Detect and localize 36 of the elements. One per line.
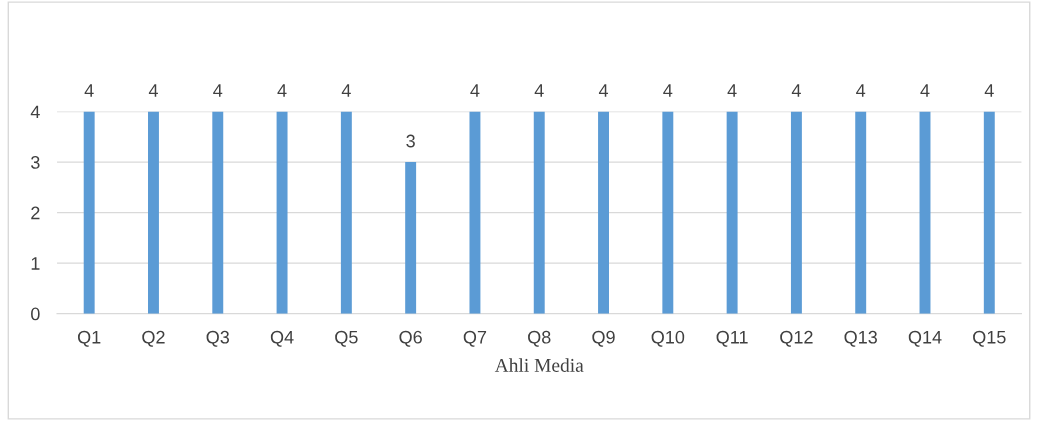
x-tick-label: Q3 [206,330,230,347]
data-label: 4 [663,84,673,97]
data-label: 4 [984,84,994,97]
y-tick-label: 4 [30,105,40,119]
data-label: 4 [341,84,351,97]
data-label: 4 [856,84,866,97]
x-tick-label: Q8 [528,330,551,347]
y-tick-label: 0 [31,307,40,321]
data-label: 4 [277,84,287,97]
x-axis-title: Ahli Media [494,358,584,372]
y-tick-label: 1 [31,257,40,270]
x-tick-label: Q14 [908,330,942,347]
data-label: 4 [727,84,737,97]
x-tick-label: Q13 [844,330,877,347]
x-tick-label: Q7 [463,330,487,347]
y-tick-label: 3 [31,156,40,169]
data-label: 4 [598,84,609,97]
x-tick-label: Q2 [142,330,165,347]
data-label: 4 [791,84,801,97]
x-tick-label: Q4 [270,330,294,347]
x-tick-label: Q11 [716,330,748,347]
y-tick-label: 2 [31,206,40,220]
data-label: 4 [534,84,544,97]
data-label: 4 [148,84,158,97]
x-tick-label: Q12 [780,330,813,347]
data-label: 4 [84,84,94,97]
x-tick-label: Q1 [77,330,101,347]
data-label: 4 [213,84,223,97]
data-label: 4 [920,84,930,97]
data-label: 3 [406,134,415,148]
x-tick-label: Q5 [335,330,358,347]
x-tick-label: Q9 [592,330,615,347]
data-label: 4 [470,84,480,97]
x-tick-label: Q15 [973,330,1006,347]
x-tick-label: Q6 [399,330,422,347]
x-tick-label: Q10 [651,330,685,347]
